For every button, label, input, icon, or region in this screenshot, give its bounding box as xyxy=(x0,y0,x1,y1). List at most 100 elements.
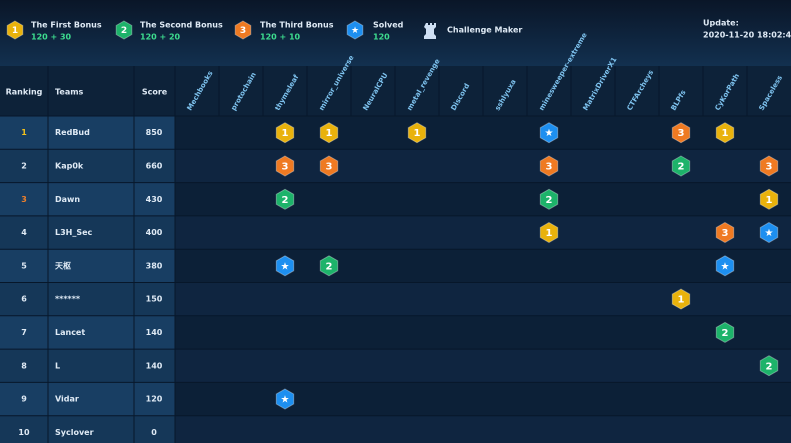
row-right xyxy=(175,315,791,350)
top-bar xyxy=(0,0,791,66)
legend-label: The Third Bonus xyxy=(260,21,334,30)
team: 天枢 xyxy=(55,260,71,270)
badge-glyph: 1 xyxy=(414,128,421,139)
rank: 8 xyxy=(21,361,27,370)
badge-glyph: ★ xyxy=(281,261,290,272)
badge-glyph: 1 xyxy=(546,228,553,239)
badge-glyph: ★ xyxy=(281,395,290,406)
badge xyxy=(539,155,559,177)
badge-glyph: 1 xyxy=(282,128,289,139)
badge xyxy=(319,255,339,277)
badge xyxy=(319,155,339,177)
score: 400 xyxy=(146,228,163,237)
rank: 1 xyxy=(21,128,27,137)
row-right xyxy=(175,149,791,183)
badge xyxy=(407,122,427,144)
score: 140 xyxy=(146,361,163,370)
badge xyxy=(759,188,779,210)
badge xyxy=(275,122,295,144)
row-left xyxy=(0,282,175,316)
row-right xyxy=(175,282,791,316)
badge xyxy=(275,388,295,410)
badge-glyph: ★ xyxy=(765,228,774,239)
badge xyxy=(234,20,252,40)
row-right xyxy=(175,182,791,216)
team: Lancet xyxy=(55,328,85,337)
legend-label: Solved xyxy=(373,21,404,30)
badge xyxy=(759,355,779,377)
rank: 9 xyxy=(21,395,27,404)
score: 150 xyxy=(146,295,163,304)
team: Kap0k xyxy=(55,161,84,170)
badge xyxy=(6,20,24,40)
badge-glyph: 3 xyxy=(678,128,685,139)
row-left xyxy=(0,215,175,250)
badge-glyph: 3 xyxy=(766,161,773,172)
badge-glyph: 1 xyxy=(12,26,18,36)
column-header: Ranking xyxy=(6,88,43,97)
badge-glyph: 2 xyxy=(766,361,773,372)
row-left xyxy=(0,349,175,383)
badge-glyph: 2 xyxy=(326,261,333,272)
score: 140 xyxy=(146,328,163,337)
row-right xyxy=(175,215,791,250)
row-right xyxy=(175,382,791,416)
update-time: 2020-11-20 18:02:42 xyxy=(703,31,791,40)
team: RedBud xyxy=(55,128,90,137)
badge xyxy=(539,122,559,144)
row-left xyxy=(0,116,175,150)
score: 120 xyxy=(146,395,163,404)
row-left xyxy=(0,149,175,183)
score: 430 xyxy=(146,195,163,204)
badge xyxy=(115,20,133,40)
team: L3H_Sec xyxy=(55,228,93,237)
badge xyxy=(539,221,559,244)
rank: 6 xyxy=(21,295,27,304)
row-left xyxy=(0,182,175,216)
badge-glyph: ★ xyxy=(351,26,359,36)
badge xyxy=(319,122,339,144)
score: 0 xyxy=(151,428,157,437)
badge xyxy=(671,122,691,144)
badge-glyph: 2 xyxy=(722,328,729,339)
rank: 10 xyxy=(18,428,30,437)
score: 850 xyxy=(146,128,163,137)
badge xyxy=(759,221,779,244)
badge-glyph: 1 xyxy=(722,128,729,139)
legend-label: The First Bonus xyxy=(31,21,102,30)
badge-glyph: 3 xyxy=(722,228,729,239)
badge-glyph: 1 xyxy=(678,295,685,306)
row-right xyxy=(175,116,791,150)
row-left xyxy=(0,382,175,416)
column-header: Teams xyxy=(55,88,84,97)
badge xyxy=(275,155,295,177)
badge-glyph: 2 xyxy=(678,161,685,172)
legend-points: 120 xyxy=(373,33,390,42)
row-left xyxy=(0,415,175,443)
team: Syclover xyxy=(55,428,94,437)
row-left xyxy=(0,249,175,283)
badge-glyph: 3 xyxy=(240,26,246,36)
badge-glyph: ★ xyxy=(721,261,730,272)
badge-glyph: 3 xyxy=(326,161,333,172)
legend-points: 120 + 10 xyxy=(260,33,301,42)
maker-label: Challenge Maker xyxy=(447,26,522,35)
badge xyxy=(715,255,735,277)
row-right xyxy=(175,249,791,283)
row-right xyxy=(175,415,791,443)
badge xyxy=(346,20,364,40)
legend-label: The Second Bonus xyxy=(140,21,223,30)
score: 380 xyxy=(146,261,163,270)
badge-glyph: 2 xyxy=(121,26,127,36)
row-left xyxy=(0,315,175,350)
row-right xyxy=(175,349,791,383)
badge-glyph: 1 xyxy=(766,195,773,206)
update-label: Update: xyxy=(703,19,739,28)
badge xyxy=(275,188,295,210)
badge xyxy=(759,155,779,177)
badge xyxy=(715,221,735,244)
rank: 5 xyxy=(21,261,27,270)
team: L xyxy=(55,361,60,370)
column-header: Score xyxy=(142,88,168,97)
